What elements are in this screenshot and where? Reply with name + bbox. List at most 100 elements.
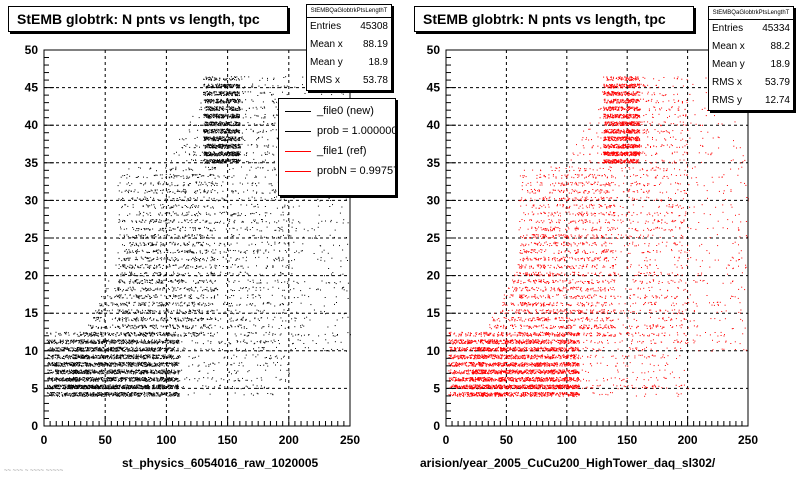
data-point (162, 362, 164, 364)
data-point (102, 365, 104, 367)
data-point (130, 346, 132, 348)
data-point (165, 371, 167, 373)
data-point (144, 371, 146, 373)
data-point (105, 348, 107, 350)
data-point (128, 348, 130, 350)
data-point (159, 341, 161, 343)
data-point (226, 123, 228, 125)
data-point (224, 86, 226, 88)
data-point (237, 122, 239, 124)
data-point (208, 117, 210, 119)
data-point (175, 379, 177, 381)
data-point (233, 130, 235, 132)
data-point (152, 358, 154, 360)
data-point (169, 227, 171, 229)
data-point (211, 129, 213, 131)
data-point (142, 349, 143, 350)
data-point (214, 139, 216, 141)
data-point (226, 92, 228, 94)
data-point (130, 349, 132, 351)
data-point (207, 102, 209, 104)
data-point (89, 384, 91, 386)
data-point (223, 92, 225, 94)
data-point (204, 162, 206, 164)
data-point (224, 311, 226, 313)
data-point (222, 100, 224, 102)
data-point (203, 91, 205, 93)
data-point (135, 380, 137, 382)
data-point (138, 378, 140, 380)
data-point (205, 114, 207, 115)
data-point (171, 356, 173, 358)
data-point (214, 145, 216, 147)
data-point (106, 380, 108, 382)
data-point (208, 169, 210, 171)
data-point (130, 358, 132, 359)
data-point (214, 160, 216, 162)
data-point (101, 393, 103, 395)
data-point (162, 356, 164, 358)
data-point (224, 145, 226, 146)
data-point (213, 153, 214, 155)
data-point (56, 342, 58, 344)
data-point (225, 85, 227, 87)
data-point (206, 107, 207, 108)
data-point (76, 377, 78, 379)
data-point (175, 385, 177, 387)
data-point (116, 392, 118, 394)
data-point (231, 147, 233, 148)
data-point (107, 358, 109, 360)
data-point (239, 99, 241, 101)
data-point (104, 362, 106, 364)
data-point (116, 339, 118, 341)
data-point (143, 339, 145, 341)
data-point (234, 154, 236, 156)
data-point (209, 117, 211, 119)
data-point (178, 393, 180, 395)
data-point (221, 146, 223, 148)
data-point (75, 340, 77, 342)
data-point (65, 371, 67, 373)
data-point (234, 129, 236, 131)
data-point (238, 147, 240, 149)
data-point (95, 364, 96, 366)
data-point (217, 101, 219, 103)
data-point (82, 341, 84, 343)
data-point (227, 151, 229, 153)
data-point (107, 379, 109, 381)
data-point (56, 350, 58, 352)
data-point (86, 349, 88, 351)
data-point (227, 108, 228, 110)
data-point (173, 348, 175, 350)
data-point (59, 340, 61, 342)
data-point (172, 385, 174, 386)
data-point (73, 365, 75, 367)
data-point (145, 335, 147, 336)
data-point (51, 363, 53, 365)
data-point (215, 94, 217, 96)
data-point (264, 212, 266, 214)
data-point (163, 342, 165, 344)
data-point (229, 131, 230, 133)
data-point (129, 385, 131, 387)
data-point (153, 365, 155, 367)
data-point (89, 324, 91, 326)
data-point (169, 385, 171, 387)
data-point (140, 362, 142, 364)
data-point (166, 394, 168, 396)
data-point (95, 371, 97, 373)
data-point (148, 385, 149, 387)
data-point (74, 332, 76, 334)
data-point (216, 106, 218, 108)
data-point (63, 385, 65, 387)
data-point (223, 136, 225, 138)
data-point (87, 363, 89, 365)
data-point (235, 139, 237, 141)
data-point (213, 161, 215, 163)
data-point (213, 139, 215, 141)
data-point (102, 387, 104, 389)
data-point (213, 92, 215, 94)
data-point (227, 84, 229, 86)
data-point (172, 342, 174, 344)
data-point (210, 138, 212, 139)
